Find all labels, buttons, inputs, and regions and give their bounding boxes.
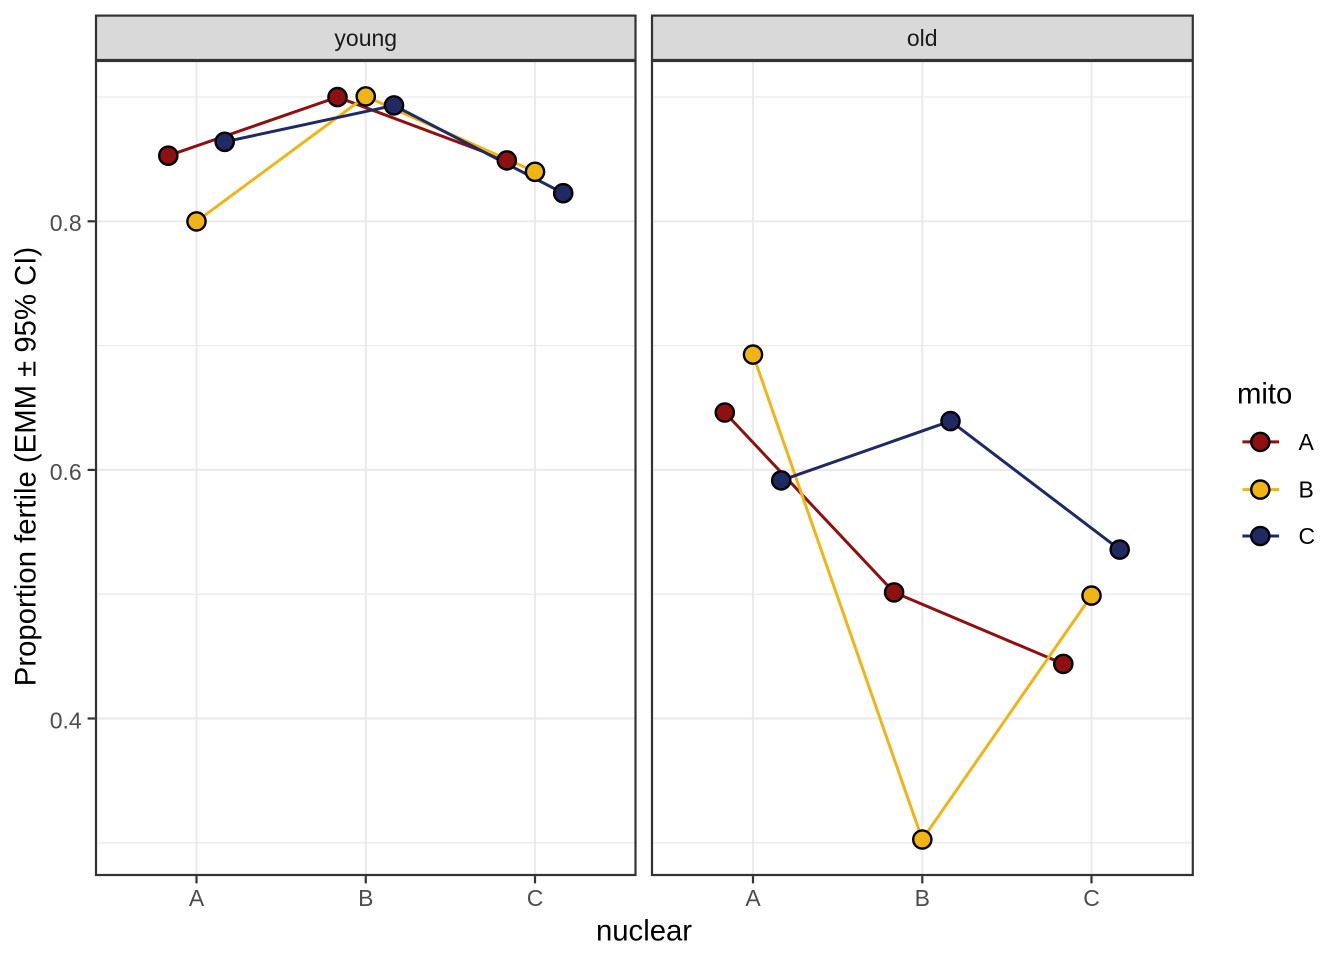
svg-text:Proportion fertile (EMM ± 95%: Proportion fertile (EMM ± 95% CI): [10, 247, 43, 686]
svg-text:B: B: [358, 885, 373, 911]
svg-text:B: B: [1299, 477, 1314, 503]
svg-text:nuclear: nuclear: [596, 915, 692, 948]
svg-text:A: A: [1299, 429, 1315, 455]
svg-text:A: A: [189, 885, 205, 911]
svg-text:C: C: [527, 885, 544, 911]
svg-text:mito: mito: [1237, 378, 1292, 411]
svg-text:0.6: 0.6: [50, 459, 82, 485]
svg-text:0.4: 0.4: [50, 707, 82, 733]
svg-text:young: young: [334, 25, 397, 51]
svg-text:old: old: [907, 25, 938, 51]
svg-text:0.8: 0.8: [50, 210, 82, 236]
svg-text:B: B: [915, 885, 930, 911]
svg-text:C: C: [1083, 885, 1100, 911]
svg-text:C: C: [1299, 523, 1316, 549]
svg-text:A: A: [745, 885, 761, 911]
